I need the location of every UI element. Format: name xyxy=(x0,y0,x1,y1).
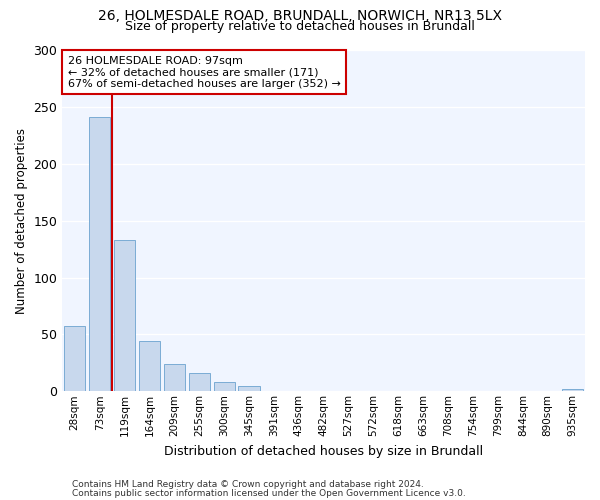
Text: 26, HOLMESDALE ROAD, BRUNDALL, NORWICH, NR13 5LX: 26, HOLMESDALE ROAD, BRUNDALL, NORWICH, … xyxy=(98,9,502,23)
Bar xyxy=(238,386,260,392)
Bar xyxy=(64,326,85,392)
Text: Contains HM Land Registry data © Crown copyright and database right 2024.: Contains HM Land Registry data © Crown c… xyxy=(72,480,424,489)
Bar xyxy=(139,341,160,392)
X-axis label: Distribution of detached houses by size in Brundall: Distribution of detached houses by size … xyxy=(164,444,483,458)
Bar xyxy=(89,117,110,392)
Bar xyxy=(562,389,583,392)
Bar xyxy=(188,373,210,392)
Text: Contains public sector information licensed under the Open Government Licence v3: Contains public sector information licen… xyxy=(72,488,466,498)
Text: Size of property relative to detached houses in Brundall: Size of property relative to detached ho… xyxy=(125,20,475,33)
Bar xyxy=(164,364,185,392)
Bar xyxy=(114,240,135,392)
Y-axis label: Number of detached properties: Number of detached properties xyxy=(15,128,28,314)
Bar xyxy=(214,382,235,392)
Text: 26 HOLMESDALE ROAD: 97sqm
← 32% of detached houses are smaller (171)
67% of semi: 26 HOLMESDALE ROAD: 97sqm ← 32% of detac… xyxy=(68,56,340,89)
